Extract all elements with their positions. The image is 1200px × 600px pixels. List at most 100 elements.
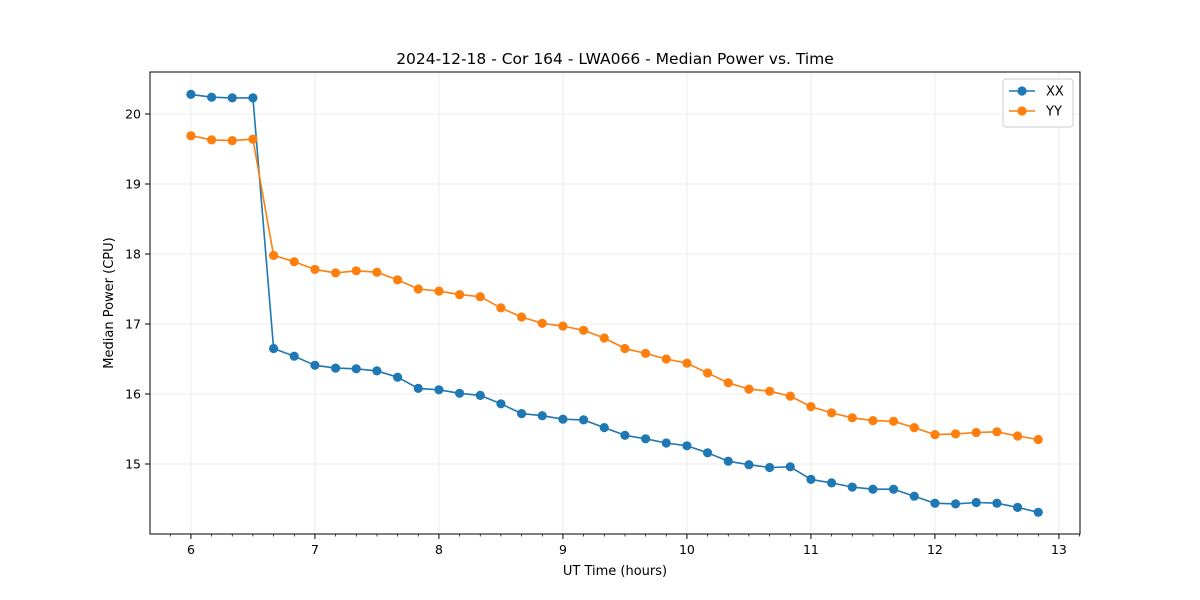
data-point-yy bbox=[847, 413, 857, 423]
chart-title: 2024-12-18 - Cor 164 - LWA066 - Median P… bbox=[396, 50, 834, 68]
data-point-xx bbox=[723, 456, 733, 466]
series-layer bbox=[186, 89, 1043, 517]
data-point-xx bbox=[392, 372, 403, 382]
data-point-xx bbox=[1033, 507, 1043, 517]
data-point-yy bbox=[558, 321, 568, 331]
data-point-xx bbox=[992, 498, 1002, 508]
data-point-yy bbox=[537, 318, 547, 328]
data-point-xx bbox=[558, 414, 568, 424]
x-tick-label: 6 bbox=[187, 542, 195, 557]
legend-marker-xx bbox=[1017, 86, 1027, 96]
y-axis-label: Median Power (CPU) bbox=[102, 237, 117, 368]
data-point-xx bbox=[454, 388, 465, 398]
data-point-yy bbox=[992, 427, 1002, 437]
data-point-yy bbox=[764, 386, 775, 396]
x-tick-label: 8 bbox=[435, 542, 443, 557]
data-point-xx bbox=[351, 364, 361, 374]
data-point-yy bbox=[496, 303, 506, 313]
data-point-yy bbox=[454, 290, 465, 300]
data-point-yy bbox=[682, 358, 692, 368]
y-tick-label: 17 bbox=[125, 317, 141, 332]
data-point-xx bbox=[599, 423, 609, 433]
data-point-xx bbox=[806, 474, 816, 484]
grid bbox=[150, 72, 1080, 534]
data-point-xx bbox=[682, 441, 692, 451]
data-point-yy bbox=[744, 384, 754, 394]
data-point-xx bbox=[330, 363, 341, 373]
data-point-yy bbox=[868, 416, 878, 426]
data-point-yy bbox=[950, 429, 961, 439]
data-point-yy bbox=[723, 378, 733, 388]
data-point-xx bbox=[930, 498, 940, 508]
data-point-yy bbox=[516, 312, 527, 322]
data-point-yy bbox=[434, 286, 444, 296]
data-point-xx bbox=[268, 343, 279, 354]
data-point-xx bbox=[661, 438, 671, 448]
data-point-xx bbox=[310, 360, 320, 370]
data-point-yy bbox=[930, 430, 940, 440]
data-point-xx bbox=[372, 366, 382, 376]
data-point-xx bbox=[909, 491, 919, 501]
data-point-xx bbox=[764, 462, 775, 473]
data-point-xx bbox=[496, 399, 506, 409]
y-tick-label: 19 bbox=[125, 177, 141, 192]
data-point-xx bbox=[578, 415, 589, 425]
data-point-yy bbox=[640, 348, 651, 358]
data-point-yy bbox=[372, 267, 382, 277]
data-point-xx bbox=[868, 484, 878, 494]
data-point-yy bbox=[785, 391, 795, 401]
data-point-yy bbox=[186, 131, 196, 141]
data-point-yy bbox=[888, 416, 899, 426]
y-tick-label: 16 bbox=[125, 387, 141, 402]
data-point-xx bbox=[971, 497, 981, 508]
axis-ticks: 6 7 8 9 10 11 12 13 15 16 17 18 19 20 bbox=[125, 107, 1080, 557]
data-point-xx bbox=[702, 448, 713, 458]
data-point-yy bbox=[248, 134, 258, 144]
data-point-yy bbox=[702, 368, 713, 378]
data-point-yy bbox=[351, 266, 361, 276]
data-point-xx bbox=[1012, 502, 1023, 512]
data-point-xx bbox=[516, 409, 527, 419]
legend: XX YY bbox=[1002, 78, 1074, 128]
x-axis-label: UT Time (hours) bbox=[563, 564, 667, 579]
y-tick-label: 15 bbox=[125, 457, 141, 472]
data-point-xx bbox=[186, 89, 196, 99]
plot-frame bbox=[149, 71, 1081, 535]
x-tick-label: 9 bbox=[559, 542, 567, 557]
data-point-xx bbox=[888, 484, 899, 494]
data-point-xx bbox=[289, 351, 299, 361]
data-point-yy bbox=[578, 325, 589, 335]
data-point-xx bbox=[248, 93, 258, 103]
legend-label-yy: YY bbox=[1045, 105, 1062, 120]
x-tick-label: 11 bbox=[803, 542, 819, 557]
data-point-yy bbox=[475, 292, 485, 302]
data-point-xx bbox=[950, 499, 961, 509]
data-point-yy bbox=[971, 427, 981, 438]
data-point-xx bbox=[620, 430, 630, 440]
data-point-yy bbox=[1033, 434, 1043, 445]
x-tick-label: 12 bbox=[927, 542, 943, 557]
data-point-xx bbox=[744, 460, 754, 470]
data-point-xx bbox=[640, 434, 651, 444]
x-tick-label: 10 bbox=[679, 542, 695, 557]
y-tick-label: 20 bbox=[125, 107, 141, 122]
y-tick-label: 18 bbox=[125, 247, 141, 262]
data-point-xx bbox=[227, 93, 237, 103]
data-point-yy bbox=[206, 135, 217, 145]
data-point-xx bbox=[785, 462, 795, 472]
data-point-yy bbox=[268, 250, 279, 260]
data-point-xx bbox=[434, 385, 444, 395]
data-point-yy bbox=[310, 264, 320, 274]
data-point-yy bbox=[826, 408, 837, 418]
data-point-yy bbox=[413, 284, 423, 294]
data-point-xx bbox=[475, 390, 485, 400]
x-tick-label: 13 bbox=[1051, 542, 1067, 557]
x-tick-label: 7 bbox=[311, 542, 319, 557]
data-point-yy bbox=[289, 257, 299, 267]
legend-marker-yy bbox=[1017, 106, 1027, 116]
data-point-yy bbox=[227, 136, 237, 146]
data-point-xx bbox=[413, 383, 423, 393]
data-point-yy bbox=[330, 268, 341, 278]
data-point-xx bbox=[537, 411, 547, 421]
